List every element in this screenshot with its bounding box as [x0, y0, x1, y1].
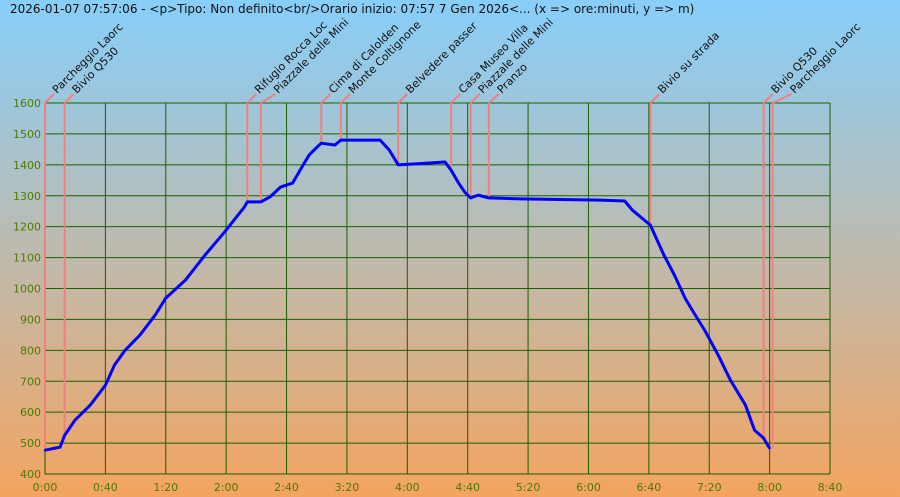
elevation-point	[223, 230, 226, 234]
x-tick-label: 8:40	[818, 481, 843, 494]
elevation-point	[662, 253, 666, 257]
elevation-point	[113, 363, 116, 367]
y-tick-label: 400	[20, 468, 41, 481]
x-tick-label: 2:00	[214, 481, 239, 494]
elevation-point	[428, 161, 432, 165]
elevation-point	[89, 403, 92, 407]
x-tick-label: 6:40	[636, 481, 661, 494]
waypoint-leader	[246, 93, 257, 104]
x-tick-label: 1:20	[153, 481, 178, 494]
x-tick-label: 4:00	[395, 481, 420, 494]
elevation-point	[320, 141, 323, 145]
elevation-point	[469, 196, 472, 200]
chart-title: 2026-01-07 07:57:06 - <p>Tipo: Non defin…	[10, 2, 695, 16]
y-tick-label: 800	[20, 344, 41, 357]
elevation-point	[203, 253, 207, 257]
elevation-point	[599, 198, 602, 202]
elevation-point	[73, 418, 77, 422]
elevation-point	[649, 223, 652, 227]
y-tick-label: 1600	[13, 97, 41, 110]
x-tick-label: 7:20	[697, 481, 722, 494]
elevation-point	[463, 190, 466, 194]
elevation-point	[631, 208, 634, 212]
elevation-point	[623, 199, 626, 203]
elevation-point	[298, 168, 302, 172]
elevation-point	[291, 181, 294, 185]
elevation-point	[477, 193, 480, 197]
elevation-point	[692, 312, 696, 315]
waypoint-leader	[44, 93, 55, 104]
elevation-point	[387, 148, 391, 152]
elevation-point	[744, 403, 747, 407]
elevation-point	[268, 195, 272, 199]
elevation-point	[768, 447, 771, 450]
y-tick-label: 1200	[13, 221, 41, 234]
elevation-point	[703, 329, 706, 332]
elevation-point	[729, 378, 732, 382]
elevation-point	[154, 313, 157, 317]
waypoint-leader	[260, 93, 276, 104]
waypoint-leader	[397, 93, 408, 104]
elevation-point	[333, 143, 337, 147]
y-tick-label: 600	[20, 406, 41, 419]
elevation-point	[138, 333, 142, 337]
elevation-point	[339, 138, 343, 142]
y-tick-label: 1000	[13, 283, 41, 296]
x-tick-label: 0:00	[33, 481, 58, 494]
elevation-point	[717, 354, 720, 357]
waypoint-leader	[649, 93, 661, 104]
elevation-point	[184, 278, 187, 282]
elevation-point	[673, 274, 676, 277]
y-tick-label: 1400	[13, 159, 41, 172]
elevation-point	[58, 445, 62, 449]
elevation-point	[243, 205, 246, 209]
y-tick-label: 1500	[13, 128, 41, 141]
elevation-point	[457, 181, 460, 185]
y-tick-label: 700	[20, 375, 41, 388]
elevation-point	[443, 160, 447, 164]
elevation-point	[43, 448, 47, 452]
elevation-point	[753, 428, 756, 432]
elevation-point	[487, 196, 491, 200]
waypoint-leader	[63, 93, 75, 104]
elevation-point	[519, 197, 522, 201]
waypoint-leader	[340, 93, 351, 104]
elevation-point	[164, 296, 167, 300]
waypoint-leader	[470, 93, 481, 104]
elevation-point	[397, 163, 400, 167]
waypoint-leader	[450, 93, 461, 104]
elevation-point	[317, 144, 320, 148]
waypoint-leader	[772, 93, 793, 104]
x-tick-label: 6:00	[576, 481, 601, 494]
y-tick-label: 900	[20, 313, 41, 326]
waypoint-leader	[762, 93, 774, 104]
elevation-point	[279, 185, 282, 189]
x-tick-label: 4:40	[455, 481, 480, 494]
elevation-point	[449, 168, 453, 172]
elevation-point	[683, 296, 687, 300]
y-tick-label: 1300	[13, 190, 41, 203]
elevation-point	[123, 349, 127, 352]
waypoint-label: Bivio su strada	[655, 29, 722, 96]
elevation-point	[246, 200, 249, 204]
elevation-point	[63, 434, 66, 437]
waypoint-leader	[320, 93, 331, 104]
x-tick-label: 3:20	[335, 481, 360, 494]
x-tick-label: 8:00	[757, 481, 782, 494]
elevation-point	[378, 138, 382, 142]
x-tick-label: 2:40	[274, 481, 299, 494]
x-tick-label: 5:20	[516, 481, 541, 494]
y-tick-label: 500	[20, 437, 41, 450]
x-tick-label: 0:40	[93, 481, 118, 494]
y-tick-label: 1100	[13, 252, 41, 265]
waypoint-leader	[488, 93, 500, 104]
elevation-point	[307, 153, 311, 157]
elevation-point	[104, 384, 107, 387]
elevation-point	[762, 436, 765, 440]
elevation-point	[259, 200, 263, 204]
